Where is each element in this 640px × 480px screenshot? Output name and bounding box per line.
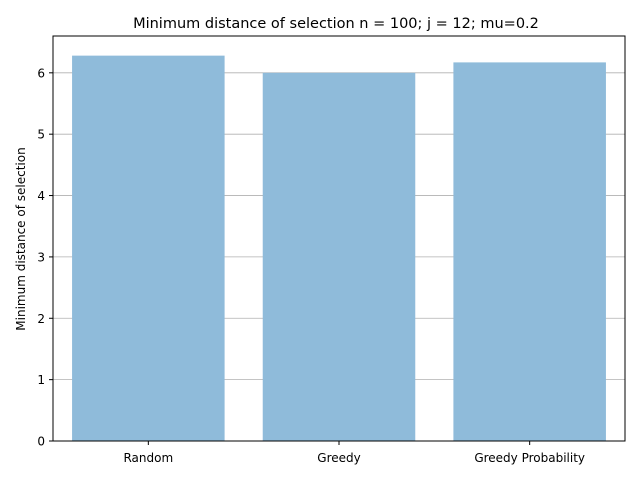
y-tick-label: 4 — [37, 189, 45, 203]
y-tick-label: 0 — [37, 435, 45, 449]
y-axis-ticks: 0 1 2 3 4 5 6 — [37, 66, 53, 449]
bars — [72, 55, 606, 442]
x-tick-label: Greedy Probability — [474, 451, 585, 465]
y-tick-label: 5 — [37, 128, 45, 142]
bar — [262, 72, 416, 442]
y-tick-label: 6 — [37, 66, 45, 80]
x-tick-label: Random — [123, 451, 173, 465]
chart-title: Minimum distance of selection n = 100; j… — [133, 16, 539, 32]
plot-frame — [52, 35, 626, 442]
y-tick-label: 1 — [37, 373, 45, 387]
y-axis-label: Minimum distance of selection — [14, 147, 28, 330]
x-axis-ticks: Random Greedy Greedy Probability — [123, 441, 585, 465]
y-tick-label: 2 — [37, 312, 45, 326]
bar — [453, 62, 606, 442]
bar — [72, 55, 225, 442]
x-tick-label: Greedy — [317, 451, 360, 465]
y-tick-label: 3 — [37, 250, 45, 264]
